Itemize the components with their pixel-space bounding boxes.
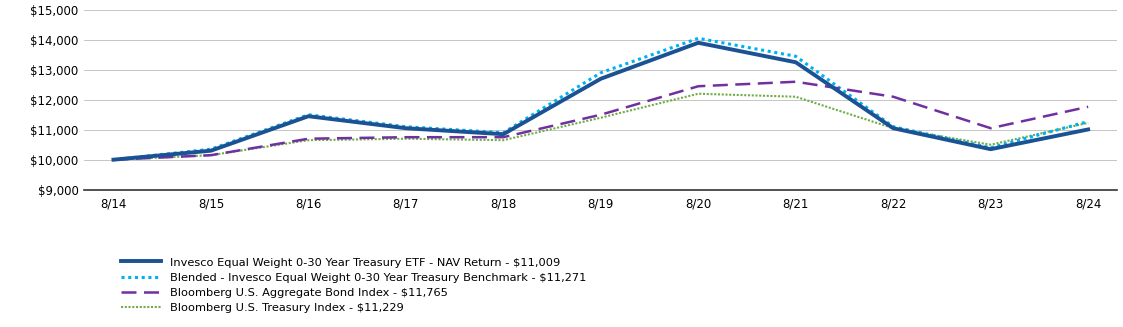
Bloomberg U.S. Treasury Index - $11,229	[594, 116, 608, 120]
Bloomberg U.S. Treasury Index - $11,229	[1081, 121, 1095, 125]
Invesco Equal Weight 0-30 Year Treasury ETF - NAV Return - $11,009	[789, 60, 803, 64]
Blended - Invesco Equal Weight 0-30 Year Treasury Benchmark - $11,271	[204, 147, 218, 151]
Bloomberg U.S. Treasury Index - $11,229	[692, 92, 705, 96]
Bloomberg U.S. Aggregate Bond Index - $11,765	[1081, 105, 1095, 109]
Blended - Invesco Equal Weight 0-30 Year Treasury Benchmark - $11,271	[789, 54, 803, 58]
Invesco Equal Weight 0-30 Year Treasury ETF - NAV Return - $11,009	[1081, 128, 1095, 131]
Bloomberg U.S. Aggregate Bond Index - $11,765	[886, 95, 900, 99]
Bloomberg U.S. Treasury Index - $11,229	[399, 137, 412, 141]
Invesco Equal Weight 0-30 Year Treasury ETF - NAV Return - $11,009	[692, 41, 705, 45]
Line: Bloomberg U.S. Aggregate Bond Index - $11,765: Bloomberg U.S. Aggregate Bond Index - $1…	[113, 82, 1088, 160]
Blended - Invesco Equal Weight 0-30 Year Treasury Benchmark - $11,271	[496, 131, 510, 135]
Bloomberg U.S. Aggregate Bond Index - $11,765	[984, 126, 997, 130]
Invesco Equal Weight 0-30 Year Treasury ETF - NAV Return - $11,009	[107, 158, 120, 162]
Invesco Equal Weight 0-30 Year Treasury ETF - NAV Return - $11,009	[204, 149, 218, 153]
Blended - Invesco Equal Weight 0-30 Year Treasury Benchmark - $11,271	[302, 113, 316, 117]
Bloomberg U.S. Aggregate Bond Index - $11,765	[594, 113, 608, 117]
Legend: Invesco Equal Weight 0-30 Year Treasury ETF - NAV Return - $11,009, Blended - In: Invesco Equal Weight 0-30 Year Treasury …	[121, 257, 586, 314]
Line: Bloomberg U.S. Treasury Index - $11,229: Bloomberg U.S. Treasury Index - $11,229	[113, 94, 1088, 160]
Blended - Invesco Equal Weight 0-30 Year Treasury Benchmark - $11,271	[399, 125, 412, 129]
Bloomberg U.S. Aggregate Bond Index - $11,765	[399, 135, 412, 139]
Bloomberg U.S. Aggregate Bond Index - $11,765	[302, 137, 316, 141]
Bloomberg U.S. Treasury Index - $11,229	[984, 143, 997, 147]
Bloomberg U.S. Aggregate Bond Index - $11,765	[789, 80, 803, 84]
Invesco Equal Weight 0-30 Year Treasury ETF - NAV Return - $11,009	[594, 77, 608, 81]
Bloomberg U.S. Aggregate Bond Index - $11,765	[204, 153, 218, 157]
Bloomberg U.S. Aggregate Bond Index - $11,765	[692, 84, 705, 88]
Blended - Invesco Equal Weight 0-30 Year Treasury Benchmark - $11,271	[984, 146, 997, 150]
Invesco Equal Weight 0-30 Year Treasury ETF - NAV Return - $11,009	[984, 147, 997, 151]
Bloomberg U.S. Treasury Index - $11,229	[302, 138, 316, 142]
Bloomberg U.S. Aggregate Bond Index - $11,765	[496, 135, 510, 139]
Invesco Equal Weight 0-30 Year Treasury ETF - NAV Return - $11,009	[399, 126, 412, 130]
Blended - Invesco Equal Weight 0-30 Year Treasury Benchmark - $11,271	[107, 158, 120, 162]
Line: Invesco Equal Weight 0-30 Year Treasury ETF - NAV Return - $11,009: Invesco Equal Weight 0-30 Year Treasury …	[113, 43, 1088, 160]
Line: Blended - Invesco Equal Weight 0-30 Year Treasury Benchmark - $11,271: Blended - Invesco Equal Weight 0-30 Year…	[113, 38, 1088, 160]
Bloomberg U.S. Treasury Index - $11,229	[496, 138, 510, 142]
Blended - Invesco Equal Weight 0-30 Year Treasury Benchmark - $11,271	[1081, 120, 1095, 124]
Blended - Invesco Equal Weight 0-30 Year Treasury Benchmark - $11,271	[886, 125, 900, 129]
Bloomberg U.S. Aggregate Bond Index - $11,765	[107, 158, 120, 162]
Bloomberg U.S. Treasury Index - $11,229	[107, 158, 120, 162]
Bloomberg U.S. Treasury Index - $11,229	[886, 126, 900, 130]
Bloomberg U.S. Treasury Index - $11,229	[789, 95, 803, 99]
Invesco Equal Weight 0-30 Year Treasury ETF - NAV Return - $11,009	[302, 114, 316, 118]
Blended - Invesco Equal Weight 0-30 Year Treasury Benchmark - $11,271	[692, 36, 705, 40]
Invesco Equal Weight 0-30 Year Treasury ETF - NAV Return - $11,009	[496, 132, 510, 136]
Blended - Invesco Equal Weight 0-30 Year Treasury Benchmark - $11,271	[594, 71, 608, 75]
Invesco Equal Weight 0-30 Year Treasury ETF - NAV Return - $11,009	[886, 126, 900, 130]
Bloomberg U.S. Treasury Index - $11,229	[204, 153, 218, 157]
